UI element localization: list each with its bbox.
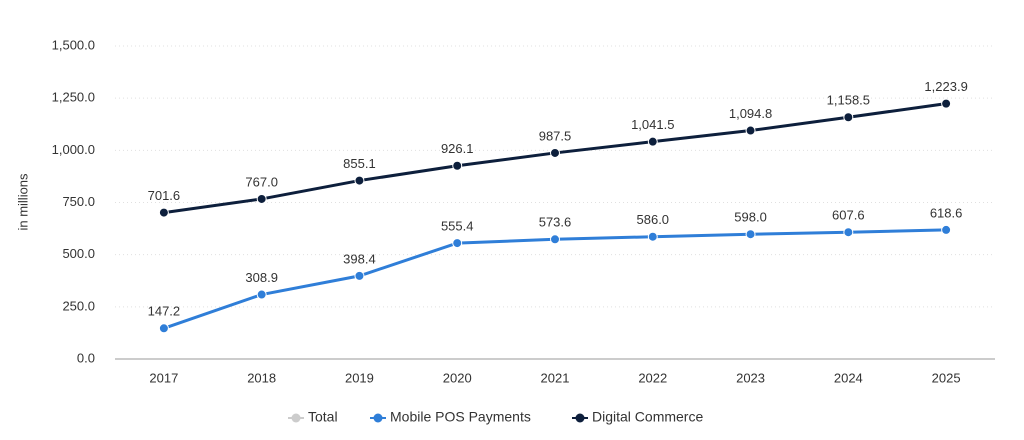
data-point [158,207,169,218]
data-label: 607.6 [832,208,865,223]
legend-label[interactable]: Total [308,409,338,425]
y-tick-label: 750.0 [62,194,95,209]
data-label: 573.6 [539,215,572,230]
x-tick-label: 2018 [247,370,276,385]
legend-label[interactable]: Mobile POS Payments [390,409,531,425]
data-point [158,323,169,334]
x-tick-label: 2024 [834,370,863,385]
y-tick-label: 1,000.0 [52,142,95,157]
data-point [843,112,854,123]
y-axis-label: in millions [15,173,30,231]
data-point [941,98,952,109]
y-tick-label: 0.0 [77,350,95,365]
x-tick-label: 2022 [638,370,667,385]
data-label: 598.0 [734,210,767,225]
data-point [745,229,756,240]
x-tick-label: 2023 [736,370,765,385]
data-label: 1,223.9 [924,79,967,94]
series-line [163,102,947,215]
data-point [550,147,560,158]
data-label: 1,094.8 [729,106,772,121]
y-tick-label: 250.0 [62,298,95,313]
y-tick-label: 500.0 [62,246,95,261]
legend-marker [575,413,585,423]
y-tick-label: 1,250.0 [52,90,95,105]
x-tick-label: 2017 [149,370,178,385]
data-point [647,136,658,147]
data-point [941,224,952,235]
data-point [843,227,854,238]
data-label: 855.1 [343,156,376,171]
data-label: 555.4 [441,219,474,234]
data-label: 1,041.5 [631,117,674,132]
data-label: 701.6 [148,188,181,203]
data-point [256,193,267,204]
data-label: 1,158.5 [827,93,870,108]
legend-label[interactable]: Digital Commerce [592,409,703,425]
data-label: 618.6 [930,205,963,220]
data-point [256,289,267,300]
data-point [452,160,463,171]
data-label: 308.9 [245,270,278,285]
data-point [550,234,560,245]
series-line [163,228,947,330]
y-tick-label: 1,500.0 [52,37,95,52]
data-label: 767.0 [245,174,278,189]
data-label: 398.4 [343,251,376,266]
legend-marker [373,413,383,423]
data-label: 147.2 [148,304,181,319]
data-point [354,270,365,281]
data-label: 926.1 [441,141,474,156]
data-label: 586.0 [637,212,670,227]
x-tick-label: 2021 [541,370,570,385]
x-tick-label: 2019 [345,370,374,385]
legend-marker [291,413,301,423]
x-tick-label: 2025 [932,370,961,385]
data-point [745,125,756,136]
data-label: 987.5 [539,128,572,143]
data-point [452,238,463,249]
x-tick-label: 2020 [443,370,472,385]
data-point [354,175,365,186]
data-point [647,231,658,242]
